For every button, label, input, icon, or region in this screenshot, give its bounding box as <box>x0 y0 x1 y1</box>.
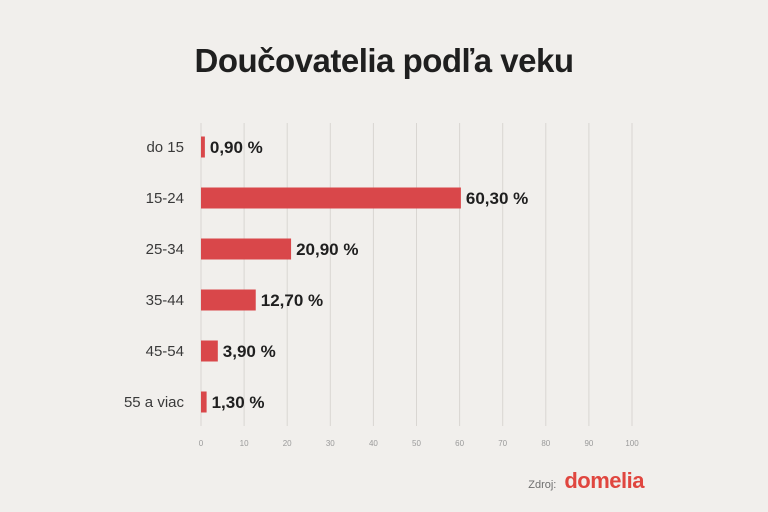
x-tick-label: 50 <box>412 439 421 448</box>
x-tick-label: 100 <box>625 439 639 448</box>
x-tick-label: 60 <box>455 439 464 448</box>
value-label: 60,30 % <box>466 189 528 208</box>
bars <box>201 136 461 413</box>
category-labels: do 15 15-24 25-34 35-44 45-54 55 a viac <box>124 139 185 411</box>
x-tick-label: 10 <box>240 439 249 448</box>
chart-title: Doučovatelia podľa veku <box>194 42 575 79</box>
category-label: do 15 <box>146 139 184 156</box>
x-tick-label: 80 <box>541 439 550 448</box>
value-labels: 0,90 % 60,30 % 20,90 % 12,70 % 3,90 % 1,30 % <box>210 138 528 412</box>
x-tick-label: 90 <box>584 439 593 448</box>
value-label: 1,30 % <box>212 393 265 412</box>
source-attribution: Zdroj: domelia <box>528 468 644 494</box>
bar-3 <box>201 289 256 311</box>
domelia-logo[interactable]: domelia <box>564 468 644 493</box>
category-label: 15-24 <box>146 190 184 207</box>
value-label: 0,90 % <box>210 138 263 157</box>
category-label: 45-54 <box>146 343 184 360</box>
bar-1 <box>201 187 461 209</box>
value-label: 3,90 % <box>223 342 276 361</box>
bar-5 <box>201 391 207 413</box>
x-tick-label: 40 <box>369 439 378 448</box>
bar-0 <box>201 136 205 158</box>
category-label: 35-44 <box>146 292 184 309</box>
category-label: 55 a viac <box>124 394 185 411</box>
bar-2 <box>201 238 292 260</box>
category-label: 25-34 <box>146 241 184 258</box>
x-tick-label: 70 <box>498 439 507 448</box>
x-tick-label: 0 <box>199 439 204 448</box>
x-axis-ticks: 0 10 20 30 40 50 60 70 80 90 100 <box>199 439 639 448</box>
value-label: 12,70 % <box>261 291 323 310</box>
source-label: Zdroj: <box>528 479 557 491</box>
x-tick-label: 30 <box>326 439 335 448</box>
x-tick-label: 20 <box>283 439 292 448</box>
grid-layer <box>200 123 633 426</box>
bar-4 <box>201 340 218 362</box>
value-label: 20,90 % <box>296 240 358 259</box>
